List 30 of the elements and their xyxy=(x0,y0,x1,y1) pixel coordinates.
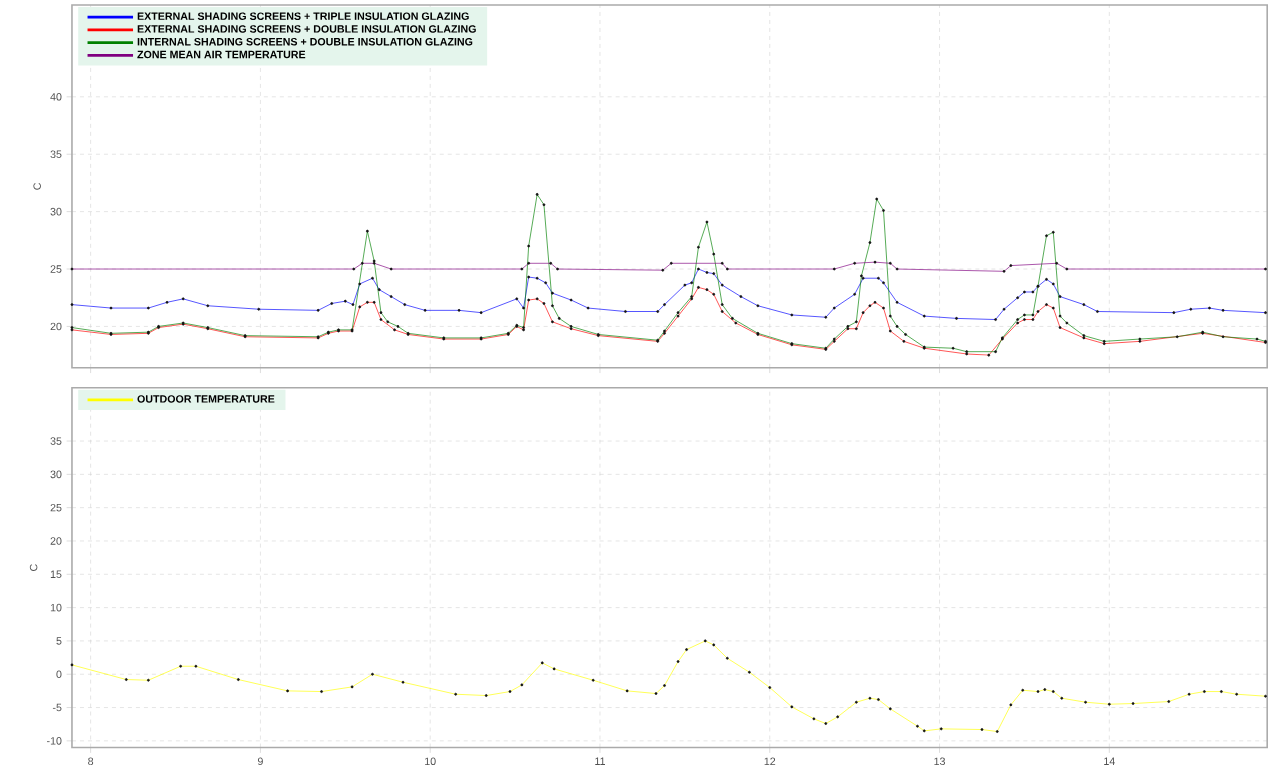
y-tick-label: 0 xyxy=(56,670,62,679)
y-tick-label: 20 xyxy=(50,322,62,331)
x-tick-label: 8 xyxy=(88,757,94,766)
y-tick-label: 15 xyxy=(50,570,62,579)
y-tick-label: -5 xyxy=(52,704,62,712)
x-tick-label: 14 xyxy=(1104,757,1115,766)
x-tick-label: 11 xyxy=(595,757,605,766)
y-tick-label: 10 xyxy=(50,604,62,612)
y-tick-label: 30 xyxy=(50,208,62,216)
y-tick-label: 25 xyxy=(50,504,62,512)
x-tick-label: 10 xyxy=(425,757,436,766)
y-tick-label: 25 xyxy=(50,265,62,274)
legend-label: ZONE MEAN AIR TEMPERATURE xyxy=(137,50,306,59)
y-tick-label: 5 xyxy=(56,637,62,645)
y-axis-title: C xyxy=(33,183,41,190)
y-tick-label: 30 xyxy=(50,470,62,479)
y-tick-label: 35 xyxy=(50,437,62,446)
y-tick-label: 40 xyxy=(50,93,62,101)
y-tick-label: 35 xyxy=(50,150,62,159)
legend-label: EXTERNAL SHADING SCREENS + TRIPLE INSULATION GLAZING xyxy=(137,12,469,21)
legend-label: OUTDOOR TEMPERATURE xyxy=(137,395,275,403)
x-tick-label: 9 xyxy=(257,757,263,766)
x-tick-label: 12 xyxy=(764,757,776,766)
legend-label: EXTERNAL SHADING SCREENS + DOUBLE INSULATION GLAZING xyxy=(137,25,476,33)
y-axis-title: C xyxy=(29,564,38,572)
y-tick-label: -10 xyxy=(47,737,62,745)
line-series xyxy=(70,639,1267,734)
y-tick-label: 20 xyxy=(50,537,62,546)
legend-label: INTERNAL SHADING SCREENS + DOUBLE INSULATION GLAZING xyxy=(137,38,473,46)
x-tick-label: 13 xyxy=(934,757,945,766)
